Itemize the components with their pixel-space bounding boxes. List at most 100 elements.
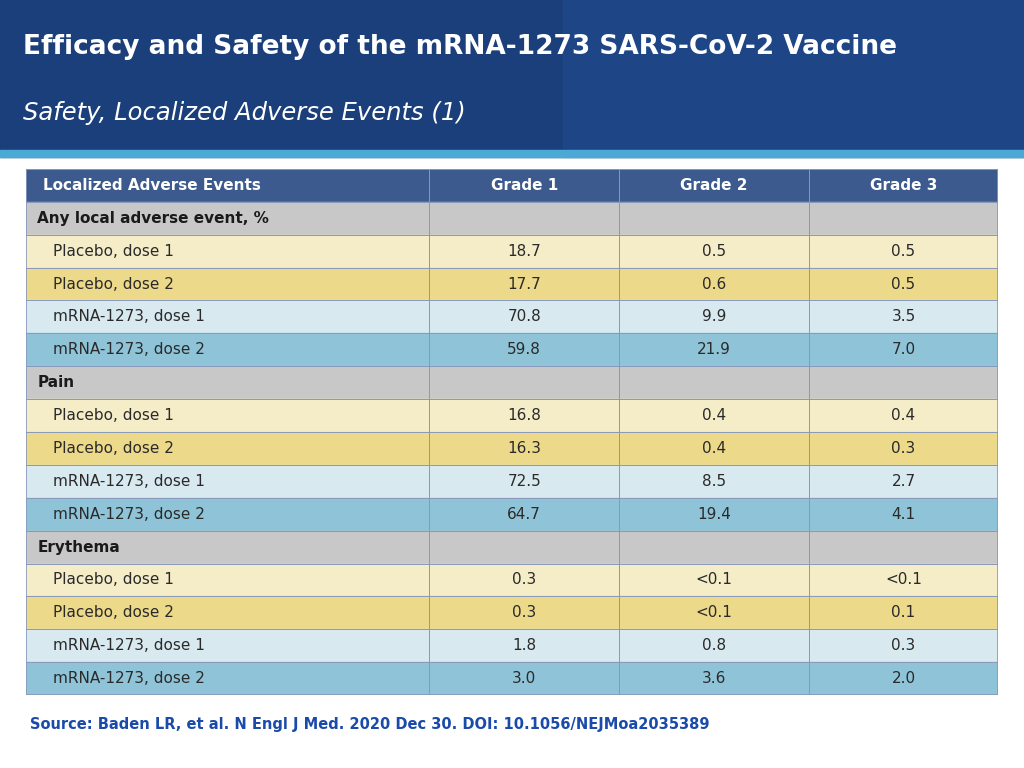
Bar [429, 169, 618, 202]
Text: 2.0: 2.0 [892, 671, 915, 686]
Bar [429, 432, 618, 465]
Bar [429, 498, 618, 531]
Text: 17.7: 17.7 [507, 276, 541, 292]
Bar [809, 662, 998, 695]
Text: 4.1: 4.1 [892, 507, 915, 521]
Text: 0.5: 0.5 [892, 276, 915, 292]
Bar [26, 333, 429, 366]
Bar [809, 235, 998, 267]
Text: 0.4: 0.4 [892, 408, 915, 423]
Text: 64.7: 64.7 [507, 507, 541, 521]
Bar [809, 629, 998, 662]
Bar [618, 300, 809, 333]
Text: 9.9: 9.9 [701, 310, 726, 324]
Text: 0.8: 0.8 [701, 638, 726, 654]
Text: 0.1: 0.1 [892, 605, 915, 621]
Text: Grade 2: Grade 2 [680, 178, 748, 193]
Bar [809, 465, 998, 498]
Bar [563, 0, 1024, 157]
Text: <0.1: <0.1 [695, 572, 732, 588]
Bar [429, 629, 618, 662]
Bar [618, 333, 809, 366]
Text: Pain: Pain [37, 376, 75, 390]
Bar [26, 564, 429, 597]
Bar [429, 399, 618, 432]
Text: mRNA-1273, dose 2: mRNA-1273, dose 2 [53, 507, 205, 521]
Bar [618, 267, 809, 300]
Bar [618, 498, 809, 531]
Bar [429, 333, 618, 366]
Text: mRNA-1273, dose 1: mRNA-1273, dose 1 [53, 310, 205, 324]
Bar [429, 267, 618, 300]
Text: 0.5: 0.5 [892, 243, 915, 259]
Text: Source: Baden LR, et al. N Engl J Med. 2020 Dec 30. DOI: 10.1056/NEJMoa2035389: Source: Baden LR, et al. N Engl J Med. 2… [31, 717, 710, 732]
Bar [618, 629, 809, 662]
Bar [809, 300, 998, 333]
Bar [618, 662, 809, 695]
Bar [429, 300, 618, 333]
Bar [809, 399, 998, 432]
Text: mRNA-1273, dose 2: mRNA-1273, dose 2 [53, 343, 205, 357]
Text: Grade 3: Grade 3 [869, 178, 937, 193]
Text: 21.9: 21.9 [697, 343, 731, 357]
Text: 1.8: 1.8 [512, 638, 537, 654]
Bar [809, 333, 998, 366]
Bar [26, 531, 998, 564]
Bar [618, 169, 809, 202]
Text: 70.8: 70.8 [507, 310, 541, 324]
Text: mRNA-1273, dose 1: mRNA-1273, dose 1 [53, 638, 205, 654]
Bar [809, 169, 998, 202]
Bar [26, 399, 429, 432]
Text: 0.3: 0.3 [512, 605, 537, 621]
Text: Placebo, dose 1: Placebo, dose 1 [53, 408, 174, 423]
Bar [26, 662, 429, 695]
Text: Any local adverse event, %: Any local adverse event, % [37, 210, 269, 226]
Bar [809, 498, 998, 531]
Bar [26, 202, 998, 235]
Bar [0, 151, 1024, 157]
Text: Erythema: Erythema [37, 540, 120, 554]
Text: Placebo, dose 1: Placebo, dose 1 [53, 572, 174, 588]
Bar [26, 235, 429, 267]
Bar [26, 169, 429, 202]
Text: 0.4: 0.4 [701, 408, 726, 423]
Text: 16.8: 16.8 [507, 408, 541, 423]
Bar [618, 432, 809, 465]
Text: 7.0: 7.0 [892, 343, 915, 357]
Text: <0.1: <0.1 [885, 572, 922, 588]
Bar [429, 597, 618, 629]
Bar [26, 432, 429, 465]
Text: mRNA-1273, dose 2: mRNA-1273, dose 2 [53, 671, 205, 686]
Text: 0.3: 0.3 [892, 441, 915, 456]
Bar [618, 399, 809, 432]
Text: 3.6: 3.6 [701, 671, 726, 686]
Text: Localized Adverse Events: Localized Adverse Events [43, 178, 261, 193]
Text: 18.7: 18.7 [507, 243, 541, 259]
Text: Placebo, dose 1: Placebo, dose 1 [53, 243, 174, 259]
Text: Placebo, dose 2: Placebo, dose 2 [53, 605, 174, 621]
Bar [26, 300, 429, 333]
Bar [26, 267, 429, 300]
Bar [618, 564, 809, 597]
Text: 0.3: 0.3 [512, 572, 537, 588]
Bar [429, 235, 618, 267]
Bar [618, 597, 809, 629]
Bar [26, 597, 429, 629]
Text: 3.0: 3.0 [512, 671, 537, 686]
Text: Efficacy and Safety of the mRNA-1273 SARS-CoV-2 Vaccine: Efficacy and Safety of the mRNA-1273 SAR… [23, 35, 897, 60]
Text: 0.6: 0.6 [701, 276, 726, 292]
Text: mRNA-1273, dose 1: mRNA-1273, dose 1 [53, 474, 205, 488]
Text: 16.3: 16.3 [507, 441, 541, 456]
Bar [26, 498, 429, 531]
Bar [809, 267, 998, 300]
Text: Grade 1: Grade 1 [490, 178, 558, 193]
Text: <0.1: <0.1 [695, 605, 732, 621]
Text: 8.5: 8.5 [701, 474, 726, 488]
Bar [809, 432, 998, 465]
Bar [26, 465, 429, 498]
Bar [618, 465, 809, 498]
Text: Safety, Localized Adverse Events (1): Safety, Localized Adverse Events (1) [23, 101, 465, 125]
Bar [26, 629, 429, 662]
Text: 0.3: 0.3 [892, 638, 915, 654]
Bar [26, 366, 998, 399]
